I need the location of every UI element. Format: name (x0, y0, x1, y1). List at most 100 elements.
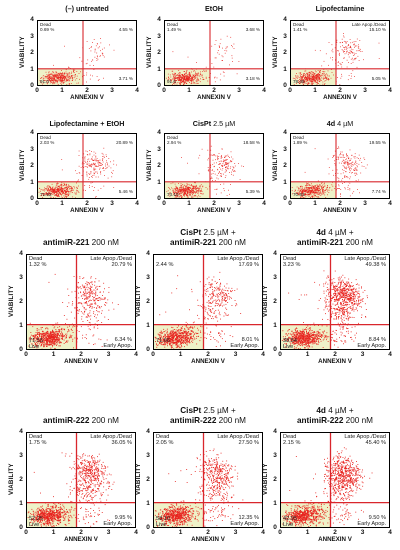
cell-event-point (180, 335, 182, 336)
cell-event-point (163, 343, 164, 345)
cell-event-point (98, 79, 100, 80)
cell-event-point (186, 195, 188, 197)
cell-event-point (179, 190, 181, 192)
cell-event-point (180, 80, 181, 82)
cell-event-point (52, 334, 53, 335)
cell-event-point (55, 80, 57, 82)
cell-event-point (183, 187, 184, 189)
cell-event-point (308, 192, 310, 193)
cell-event-point (303, 75, 305, 76)
cell-event-point (303, 189, 305, 191)
cell-event-point (315, 188, 316, 190)
cell-event-point (92, 75, 93, 77)
cell-event-point (318, 189, 319, 191)
cell-event-point (190, 333, 192, 335)
cell-event-point (51, 189, 53, 190)
cell-event-point (346, 176, 348, 177)
cell-event-point (193, 188, 194, 189)
cell-event-point (51, 342, 53, 344)
cell-event-point (195, 76, 197, 78)
cell-event-point (214, 57, 216, 59)
title-normal: 2.5 µM (211, 119, 236, 128)
cell-event-point (229, 172, 230, 173)
cell-event-point (172, 339, 174, 341)
cell-event-point (301, 76, 302, 77)
cell-event-point (319, 80, 321, 81)
cell-event-point (61, 335, 63, 337)
cell-event-point (89, 295, 91, 297)
cell-event-point (318, 77, 320, 78)
cell-event-point (50, 332, 52, 333)
cell-event-point (298, 192, 299, 194)
cell-event-point (331, 184, 333, 186)
x-tick-label: 0 (162, 200, 166, 207)
cell-event-point (54, 194, 55, 196)
cell-event-point (214, 165, 215, 167)
cell-event-point (309, 189, 311, 191)
cell-event-point (303, 79, 304, 80)
cell-event-point (342, 41, 343, 43)
cell-event-point (300, 77, 302, 79)
cell-event-point (192, 81, 194, 83)
cell-event-point (74, 76, 76, 78)
cell-event-point (315, 81, 317, 83)
y-tick-label: 1 (283, 178, 287, 186)
cell-event-point (304, 171, 306, 173)
cell-event-point (319, 84, 321, 85)
cell-event-point (338, 178, 340, 180)
cell-event-point (225, 46, 227, 48)
cell-event-point (326, 187, 328, 189)
cell-event-point (309, 79, 311, 80)
cell-event-point (328, 64, 329, 66)
cell-event-point (315, 74, 317, 76)
cell-event-point (68, 187, 69, 188)
cell-event-point (61, 182, 63, 184)
cell-event-point (42, 78, 44, 80)
cell-event-point (186, 340, 188, 342)
cell-event-point (184, 339, 186, 341)
cell-event-point (306, 72, 308, 74)
cell-event-point (308, 83, 309, 85)
cell-event-point (90, 171, 91, 173)
cell-event-point (299, 82, 301, 84)
cell-event-point (183, 189, 185, 191)
cell-event-point (88, 292, 90, 293)
cell-event-point (68, 295, 70, 296)
cell-event-point (176, 339, 178, 341)
cell-event-point (220, 156, 222, 158)
cell-event-point (62, 189, 64, 190)
cell-event-point (342, 155, 344, 157)
early-apoptosis-percent: 6.34 % (114, 337, 132, 343)
cell-event-point (39, 332, 41, 334)
cell-event-point (61, 186, 62, 188)
cell-event-point (177, 194, 179, 196)
cell-event-point (187, 189, 189, 190)
cell-event-point (54, 339, 56, 341)
cell-event-point (192, 187, 194, 189)
cell-event-point (171, 80, 172, 81)
cell-event-point (177, 345, 179, 347)
cell-event-point (55, 73, 56, 75)
cell-event-point (53, 337, 55, 338)
cell-event-point (86, 283, 88, 285)
cell-event-point (236, 73, 238, 75)
cell-event-point (73, 189, 74, 191)
cell-event-point (340, 195, 341, 197)
cell-event-point (53, 192, 55, 194)
cell-event-point (55, 189, 57, 191)
cell-event-point (60, 188, 61, 190)
cell-event-point (352, 61, 354, 63)
cell-event-point (171, 70, 173, 72)
x-tick-label: 2 (79, 351, 83, 358)
cell-event-point (167, 190, 169, 192)
cell-event-point (58, 330, 60, 332)
cell-event-point (197, 80, 199, 82)
cell-event-point (70, 189, 72, 191)
cell-event-point (177, 85, 178, 86)
cell-event-point (219, 163, 221, 165)
cell-event-point (174, 79, 175, 81)
cell-event-point (327, 158, 329, 160)
cell-event-point (97, 311, 99, 313)
cell-event-point (54, 340, 55, 342)
cell-event-point (93, 307, 95, 308)
